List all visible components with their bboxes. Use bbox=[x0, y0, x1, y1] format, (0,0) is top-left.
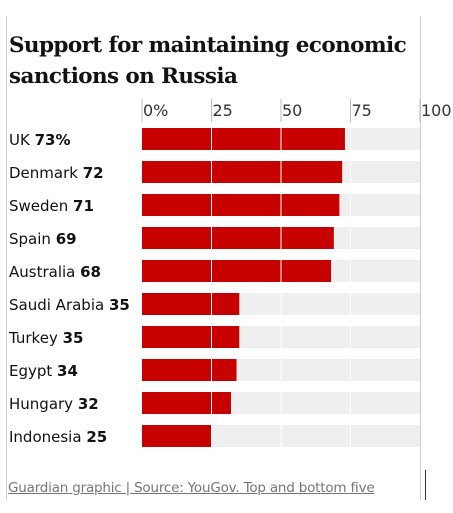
category-name: Australia bbox=[9, 263, 80, 281]
category-label: Saudi Arabia 35 bbox=[9, 296, 130, 314]
category-label: Hungary 32 bbox=[9, 395, 99, 413]
x-tick-label: 50 bbox=[282, 101, 302, 120]
bars bbox=[142, 128, 345, 447]
category-label: Egypt 34 bbox=[9, 362, 78, 380]
category-name: Indonesia bbox=[9, 428, 86, 446]
category-label: Spain 69 bbox=[9, 230, 77, 248]
category-label: Denmark 72 bbox=[9, 164, 104, 182]
text-cursor bbox=[425, 470, 426, 500]
gridlines bbox=[211, 128, 351, 447]
category-name: Sweden bbox=[9, 197, 73, 215]
category-label: Turkey 35 bbox=[8, 329, 83, 347]
value-label: 34 bbox=[57, 362, 78, 380]
chart-frame bbox=[6, 16, 421, 500]
category-name: Hungary bbox=[9, 395, 78, 413]
category-label: Australia 68 bbox=[9, 263, 101, 281]
bar bbox=[142, 194, 340, 216]
bar bbox=[142, 425, 212, 447]
bar bbox=[142, 392, 231, 414]
x-tick-label: 25 bbox=[213, 101, 233, 120]
bar bbox=[142, 260, 332, 282]
bar bbox=[142, 359, 237, 381]
value-label: 32 bbox=[78, 395, 99, 413]
source-note: Guardian graphic | Source: YouGov. Top a… bbox=[8, 480, 375, 496]
x-tick-label: 0% bbox=[143, 101, 168, 120]
category-name: Egypt bbox=[9, 362, 57, 380]
category-name: Saudi Arabia bbox=[9, 296, 109, 314]
x-tick-label: 75 bbox=[352, 101, 372, 120]
chart-title: Support for maintaining economic sanctio… bbox=[9, 33, 407, 89]
category-labels: UK 73% Denmark 72 Sweden 71 Spain 69 Austral… bbox=[8, 131, 130, 446]
value-label: 69 bbox=[56, 230, 77, 248]
category-name: Denmark bbox=[9, 164, 83, 182]
category-name: Turkey bbox=[8, 329, 63, 347]
category-label: UK 73% bbox=[9, 131, 71, 149]
bar bbox=[142, 293, 240, 315]
x-axis-ticks: 0% 25 50 75 100 bbox=[141, 99, 452, 122]
value-label: 73% bbox=[35, 131, 71, 149]
value-label: 35 bbox=[109, 296, 130, 314]
category-label: Sweden 71 bbox=[9, 197, 94, 215]
category-label: Indonesia 25 bbox=[9, 428, 107, 446]
value-label: 71 bbox=[73, 197, 94, 215]
bar bbox=[142, 161, 343, 183]
value-label: 35 bbox=[63, 329, 84, 347]
bar bbox=[142, 326, 240, 348]
bar bbox=[142, 227, 334, 249]
category-name: Spain bbox=[9, 230, 56, 248]
value-label: 25 bbox=[86, 428, 107, 446]
value-label: 68 bbox=[80, 263, 101, 281]
bar bbox=[142, 128, 345, 150]
category-name: UK bbox=[9, 131, 35, 149]
value-label: 72 bbox=[83, 164, 104, 182]
x-tick-label: 100 bbox=[421, 101, 452, 120]
